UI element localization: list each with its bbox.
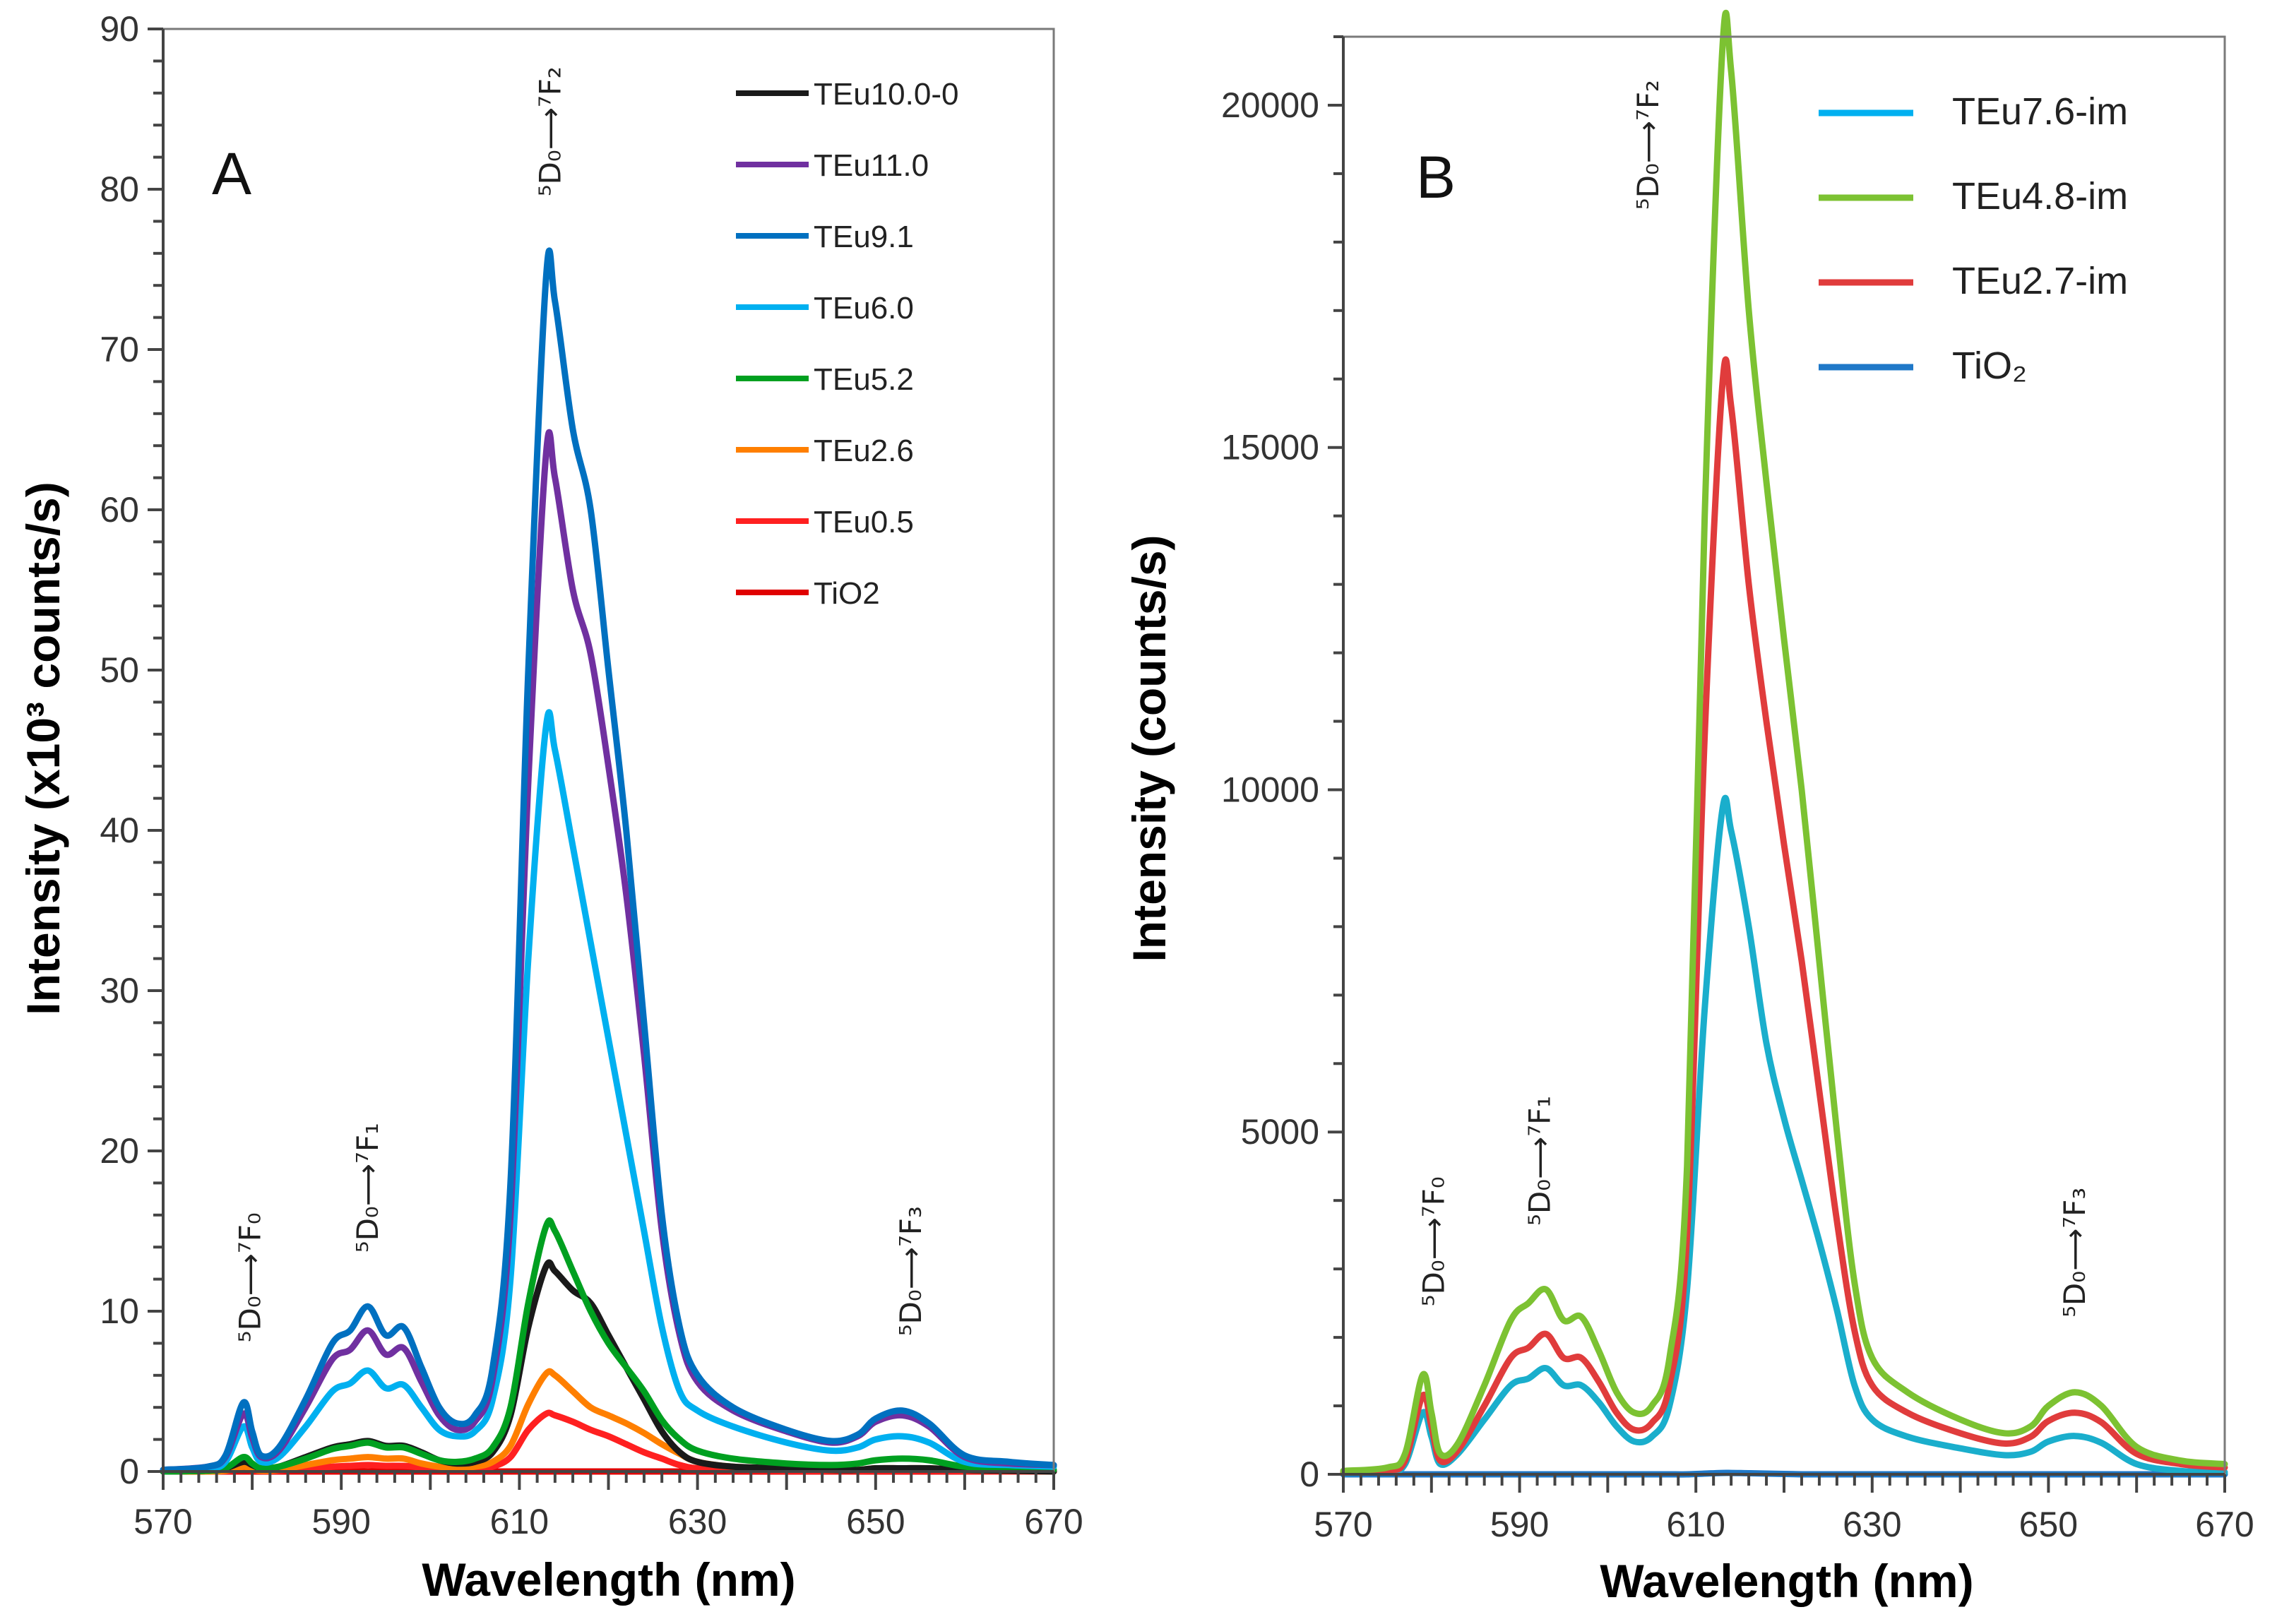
y-tick-label: 0: [1300, 1455, 1319, 1494]
legend-label: TEu6.0: [814, 291, 914, 326]
y-axis-title-b: Intensity (counts/s): [1123, 535, 1175, 962]
x-axis-title-a: Wavelength (nm): [422, 1553, 795, 1606]
series-line-TEu4.8-im: [1340, 9, 2228, 1474]
legend-label: TEu0.5: [814, 505, 914, 539]
transition-annotation: ⁵D₀⟶⁷F₂: [1631, 80, 1665, 210]
y-tick-label: 0: [119, 1452, 139, 1491]
x-tick-label: 630: [668, 1502, 727, 1541]
series-group: [160, 247, 1057, 1475]
transition-annotation: ⁵D₀⟶⁷F₀: [1417, 1176, 1451, 1306]
x-tick-label: 650: [846, 1502, 905, 1541]
series-group: [1340, 9, 2228, 1478]
transition-annotation: ⁵D₀⟶⁷F₁: [1522, 1096, 1557, 1226]
legend-item: TEu0.5: [736, 505, 914, 539]
transition-annotation: ⁵D₀⟶⁷F₃: [893, 1206, 928, 1336]
x-tick-label: 610: [490, 1502, 549, 1541]
y-tick-label: 5000: [1241, 1112, 1319, 1152]
y-tick-label: 60: [100, 490, 139, 530]
series-line-TEu2.7-im: [1340, 356, 2228, 1476]
legend-item: TEu10.0-0: [736, 77, 958, 112]
legend-label: TEu2.7-im: [1952, 260, 2128, 302]
legend-item: TEu2.7-im: [1819, 260, 2128, 302]
x-tick-label: 590: [311, 1502, 370, 1541]
legend-item: TEu5.2: [736, 362, 914, 397]
x-tick-label: 650: [2019, 1505, 2078, 1544]
series-line-TEu5.2: [160, 1217, 1057, 1475]
transition-annotation: ⁵D₀⟶⁷F₀: [233, 1212, 268, 1342]
y-tick-label: 20: [100, 1131, 139, 1171]
legend-label: TEu7.6-im: [1952, 90, 2128, 133]
x-axis-title-b: Wavelength (nm): [1600, 1555, 1973, 1607]
x-tick-label: 670: [2195, 1505, 2254, 1544]
y-tick-label: 10: [100, 1291, 139, 1331]
legend-item: TiO₂: [1819, 345, 2027, 387]
transition-annotation: ⁵D₀⟶⁷F₁: [350, 1123, 385, 1253]
transition-annotation: ⁵D₀⟶⁷F₂: [533, 66, 568, 196]
panel-a-chart: A Wavelength (nm) Intensity (x10³ counts…: [17, 9, 1083, 1606]
legend-item: TEu2.6: [736, 434, 914, 468]
panel-label-b: B: [1416, 144, 1456, 210]
y-tick-label: 90: [100, 9, 139, 49]
transition-annotation: ⁵D₀⟶⁷F₃: [2057, 1188, 2092, 1318]
panel-label-a: A: [212, 141, 251, 207]
legend-label: TEu2.6: [814, 434, 914, 468]
legend-label: TEu5.2: [814, 362, 914, 397]
legend-label: TEu11.0: [814, 148, 929, 183]
y-tick-label: 50: [100, 650, 139, 690]
y-tick-label: 10000: [1221, 770, 1319, 809]
y-tick-label: 20000: [1221, 85, 1319, 125]
x-tick-label: 590: [1490, 1505, 1549, 1544]
y-tick-label: 15000: [1221, 428, 1319, 467]
legend-item: TiO2: [736, 576, 880, 611]
series-line-TEu6.0: [160, 709, 1057, 1474]
x-tick-label: 610: [1666, 1505, 1725, 1544]
plot-frame: [1342, 35, 2226, 1476]
legend-label: TiO₂: [1952, 345, 2027, 387]
y-tick-label: 40: [100, 811, 139, 850]
y-axis-title-a: Intensity (x10³ counts/s): [17, 482, 69, 1015]
x-tick-label: 670: [1024, 1502, 1083, 1541]
legend-label: TEu10.0-0: [814, 77, 958, 112]
y-tick-label: 30: [100, 971, 139, 1010]
legend-label: TEu4.8-im: [1952, 175, 2128, 217]
legend-item: TEu7.6-im: [1819, 90, 2128, 133]
legend-item: TEu6.0: [736, 291, 914, 326]
x-tick-label: 630: [1843, 1505, 1901, 1544]
x-tick-label: 570: [133, 1502, 192, 1541]
legend-label: TiO2: [814, 576, 880, 611]
legend-label: TEu9.1: [814, 220, 914, 254]
x-tick-label: 570: [1314, 1505, 1372, 1544]
legend: TEu10.0-0 TEu11.0 TEu9.1 TEu6.0 TEu5.2 TEu2.6…: [736, 77, 958, 611]
y-tick-label: 70: [100, 330, 139, 369]
series-line-TEu7.6-im: [1340, 794, 2228, 1476]
legend-item: TEu11.0: [736, 148, 929, 183]
panel-b-chart: B Wavelength (nm) Intensity (counts/s) 5…: [1123, 9, 2254, 1607]
y-tick-label: 80: [100, 169, 139, 209]
series-line-TEu9.1: [160, 247, 1057, 1474]
legend-item: TEu4.8-im: [1819, 175, 2128, 217]
legend: TEu7.6-im TEu4.8-im TEu2.7-im TiO₂: [1819, 90, 2128, 387]
legend-item: TEu9.1: [736, 220, 914, 254]
